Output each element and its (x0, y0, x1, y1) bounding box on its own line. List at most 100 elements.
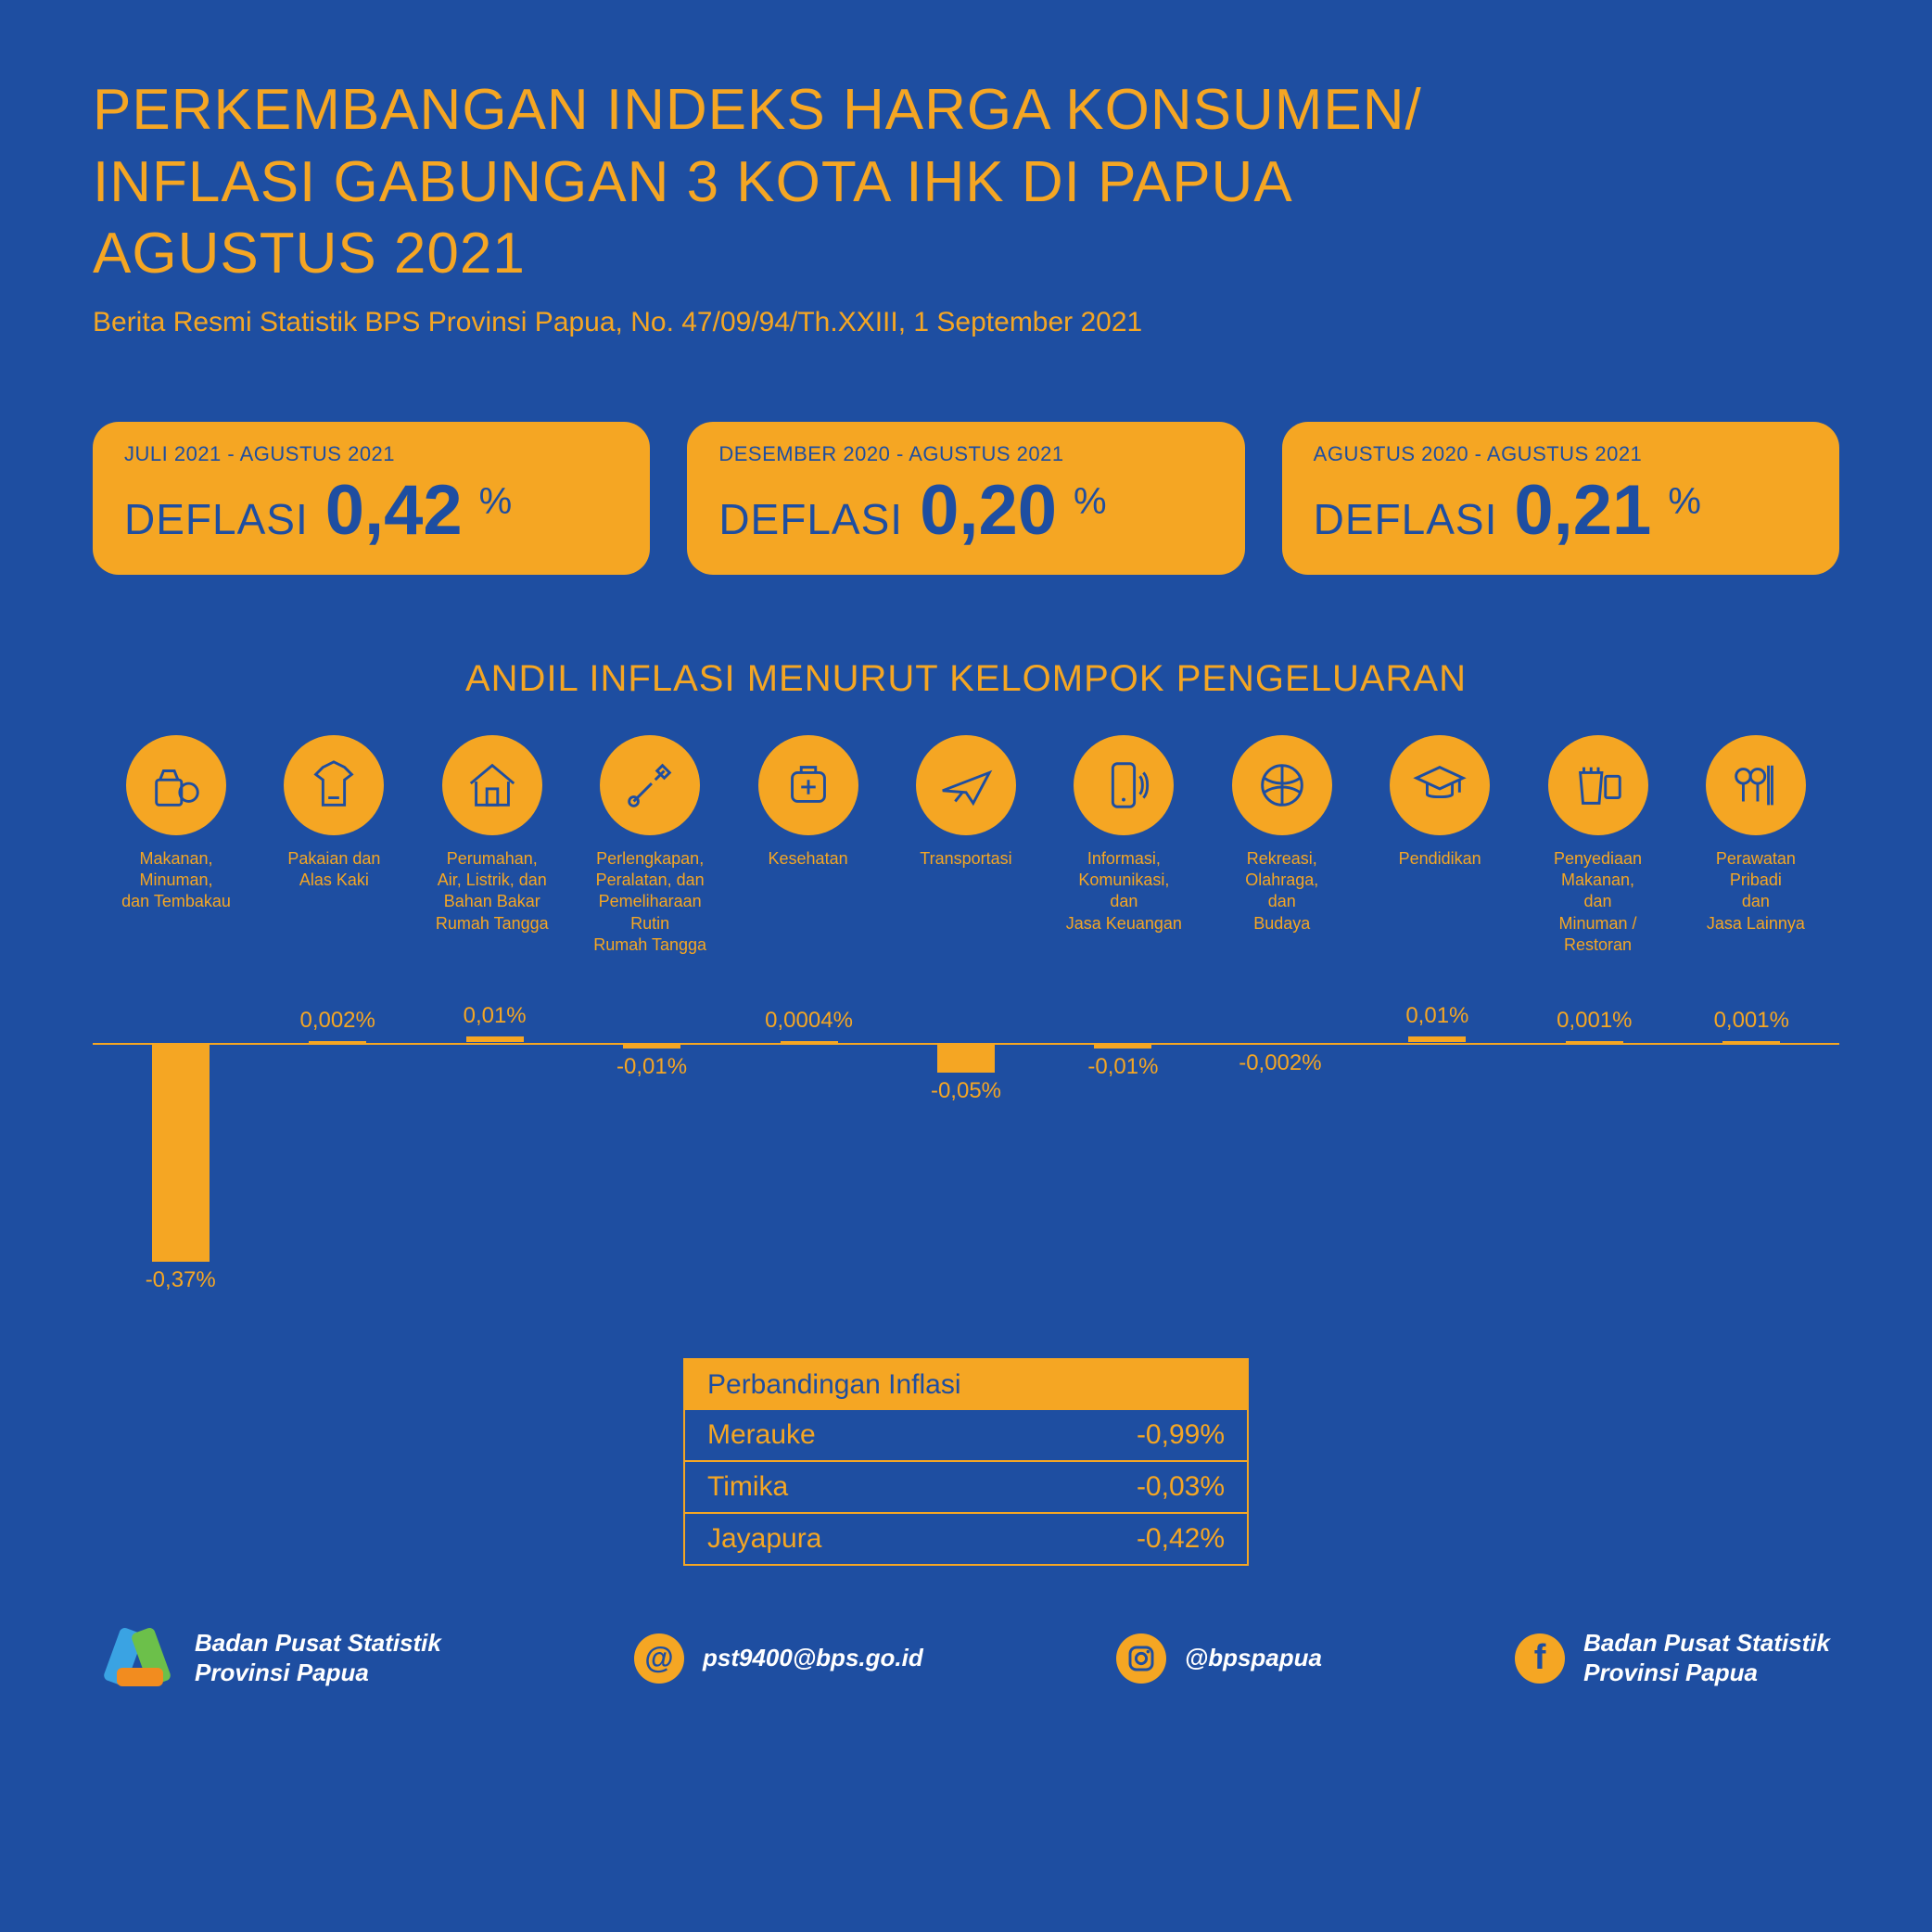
card-value: 0,21 (1514, 470, 1651, 551)
org-line1: Badan Pusat Statistik (195, 1629, 441, 1658)
bar-value-label: -0,002% (1206, 1050, 1354, 1076)
category-label: Transportasi (920, 848, 1011, 960)
phone-icon (1074, 735, 1174, 835)
card-period: DESEMBER 2020 - AGUSTUS 2021 (718, 442, 1213, 466)
email-text: pst9400@bps.go.id (703, 1644, 923, 1672)
clothes-icon (284, 735, 384, 835)
bar-column: 0,01% (421, 969, 569, 1321)
instagram-icon (1116, 1633, 1166, 1684)
bar-value-label: 0,001% (1520, 1008, 1669, 1034)
category-label: Perlengkapan,Peralatan, danPemeliharaanR… (593, 848, 706, 960)
comparison-table: Perbandingan Inflasi Merauke -0,99% Timika… (683, 1358, 1249, 1566)
bar-value-label: -0,05% (892, 1078, 1040, 1104)
comparison-row: Timika -0,03% (685, 1460, 1247, 1512)
bar (1566, 1041, 1623, 1043)
bar-value-label: 0,001% (1677, 1008, 1825, 1034)
footer-org: Badan Pusat Statistik Provinsi Papua (102, 1621, 441, 1696)
bar-value-label: 0,01% (421, 1003, 569, 1029)
bar (309, 1041, 366, 1043)
bar-value-label: 0,01% (1363, 1003, 1511, 1029)
ball-icon (1232, 735, 1332, 835)
category: Makanan,Minuman,dan Tembakau (102, 735, 250, 960)
card-value: 0,42 (325, 470, 463, 551)
category: Rekreasi,Olahraga,danBudaya (1208, 735, 1356, 960)
card-yoy: AGUSTUS 2020 - AGUSTUS 2021 DEFLASI 0,21… (1282, 422, 1839, 575)
card-ytd: DESEMBER 2020 - AGUSTUS 2021 DEFLASI 0,2… (687, 422, 1244, 575)
footer-facebook: f Badan Pusat Statistik Provinsi Papua (1515, 1629, 1830, 1686)
bar-column: 0,002% (263, 969, 412, 1321)
bar-value-label: -0,37% (107, 1267, 255, 1293)
title-line3: AGUSTUS 2021 (93, 218, 1839, 290)
facebook-icon: f (1515, 1633, 1565, 1684)
category-label: Kesehatan (769, 848, 848, 960)
card-value: 0,20 (920, 470, 1057, 551)
comparison-row: Jayapura -0,42% (685, 1512, 1247, 1564)
bar (152, 1043, 210, 1263)
category-label: PenyediaanMakanan,danMinuman /Restoran (1554, 848, 1642, 960)
card-pct: % (1074, 481, 1107, 523)
comparison-row: Merauke -0,99% (685, 1410, 1247, 1460)
comparison-value: -0,99% (1137, 1419, 1225, 1451)
plane-icon (916, 735, 1016, 835)
fb-line1: Badan Pusat Statistik (1583, 1629, 1830, 1658)
bar-column: 0,001% (1677, 969, 1825, 1321)
bar (466, 1036, 524, 1042)
bar (623, 1043, 680, 1049)
comparison-title: Perbandingan Inflasi (685, 1360, 1247, 1410)
bar-value-label: 0,002% (263, 1008, 412, 1034)
category: Informasi,Komunikasi,danJasa Keuangan (1049, 735, 1198, 960)
card-label: DEFLASI (124, 494, 309, 544)
card-monthly: JULI 2021 - AGUSTUS 2021 DEFLASI 0,42 % (93, 422, 650, 575)
category: Pendidikan (1366, 735, 1514, 960)
footer: Badan Pusat Statistik Provinsi Papua @ p… (93, 1621, 1839, 1696)
bar-column: 0,001% (1520, 969, 1669, 1321)
category-label: Pendidikan (1399, 848, 1481, 960)
card-label: DEFLASI (718, 494, 903, 544)
tools-icon (600, 735, 700, 835)
bar (1408, 1036, 1466, 1042)
category: Kesehatan (734, 735, 883, 960)
food-icon (1548, 735, 1648, 835)
comparison-value: -0,03% (1137, 1471, 1225, 1503)
summary-cards: JULI 2021 - AGUSTUS 2021 DEFLASI 0,42 % … (93, 422, 1839, 575)
comparison-city: Jayapura (707, 1523, 821, 1555)
bar-value-label: -0,01% (1049, 1054, 1197, 1080)
bar-column: -0,002% (1206, 969, 1354, 1321)
footer-instagram: @bpspapua (1116, 1633, 1322, 1684)
category: Pakaian danAlas Kaki (260, 735, 408, 960)
page-title: PERKEMBANGAN INDEKS HARGA KONSUMEN/ INFL… (93, 74, 1839, 290)
category-label: Pakaian danAlas Kaki (287, 848, 380, 960)
page-subtitle: Berita Resmi Statistik BPS Provinsi Papu… (93, 307, 1839, 338)
title-line2: INFLASI GABUNGAN 3 KOTA IHK DI PAPUA (93, 146, 1839, 219)
bps-logo-icon (102, 1621, 176, 1696)
bar (1252, 1043, 1309, 1045)
card-pct: % (1668, 481, 1701, 523)
category-label: Rekreasi,Olahraga,danBudaya (1245, 848, 1318, 960)
footer-email: @ pst9400@bps.go.id (634, 1633, 923, 1684)
bar-value-label: -0,01% (578, 1054, 726, 1080)
category-label: PerawatanPribadidanJasa Lainnya (1707, 848, 1805, 960)
bar (781, 1041, 838, 1043)
comparison-city: Merauke (707, 1419, 816, 1451)
bar (1094, 1043, 1151, 1049)
category: Transportasi (892, 735, 1040, 960)
category: Perumahan,Air, Listrik, danBahan BakarRu… (418, 735, 566, 960)
category: Perlengkapan,Peralatan, danPemeliharaanR… (576, 735, 724, 960)
personal-icon (1706, 735, 1806, 835)
comparison-city: Timika (707, 1471, 788, 1503)
card-pct: % (479, 481, 513, 523)
org-line2: Provinsi Papua (195, 1659, 441, 1687)
bar (937, 1043, 995, 1073)
comparison-value: -0,42% (1137, 1523, 1225, 1555)
card-period: JULI 2021 - AGUSTUS 2021 (124, 442, 618, 466)
instagram-text: @bpspapua (1185, 1644, 1322, 1672)
category-label: Perumahan,Air, Listrik, danBahan BakarRu… (436, 848, 549, 960)
category-label: Informasi,Komunikasi,danJasa Keuangan (1066, 848, 1182, 960)
bar-column: -0,01% (1049, 969, 1197, 1321)
grad-icon (1390, 735, 1490, 835)
at-icon: @ (634, 1633, 684, 1684)
card-period: AGUSTUS 2020 - AGUSTUS 2021 (1314, 442, 1808, 466)
bar (1722, 1041, 1780, 1043)
card-label: DEFLASI (1314, 494, 1498, 544)
category: PerawatanPribadidanJasa Lainnya (1682, 735, 1830, 960)
